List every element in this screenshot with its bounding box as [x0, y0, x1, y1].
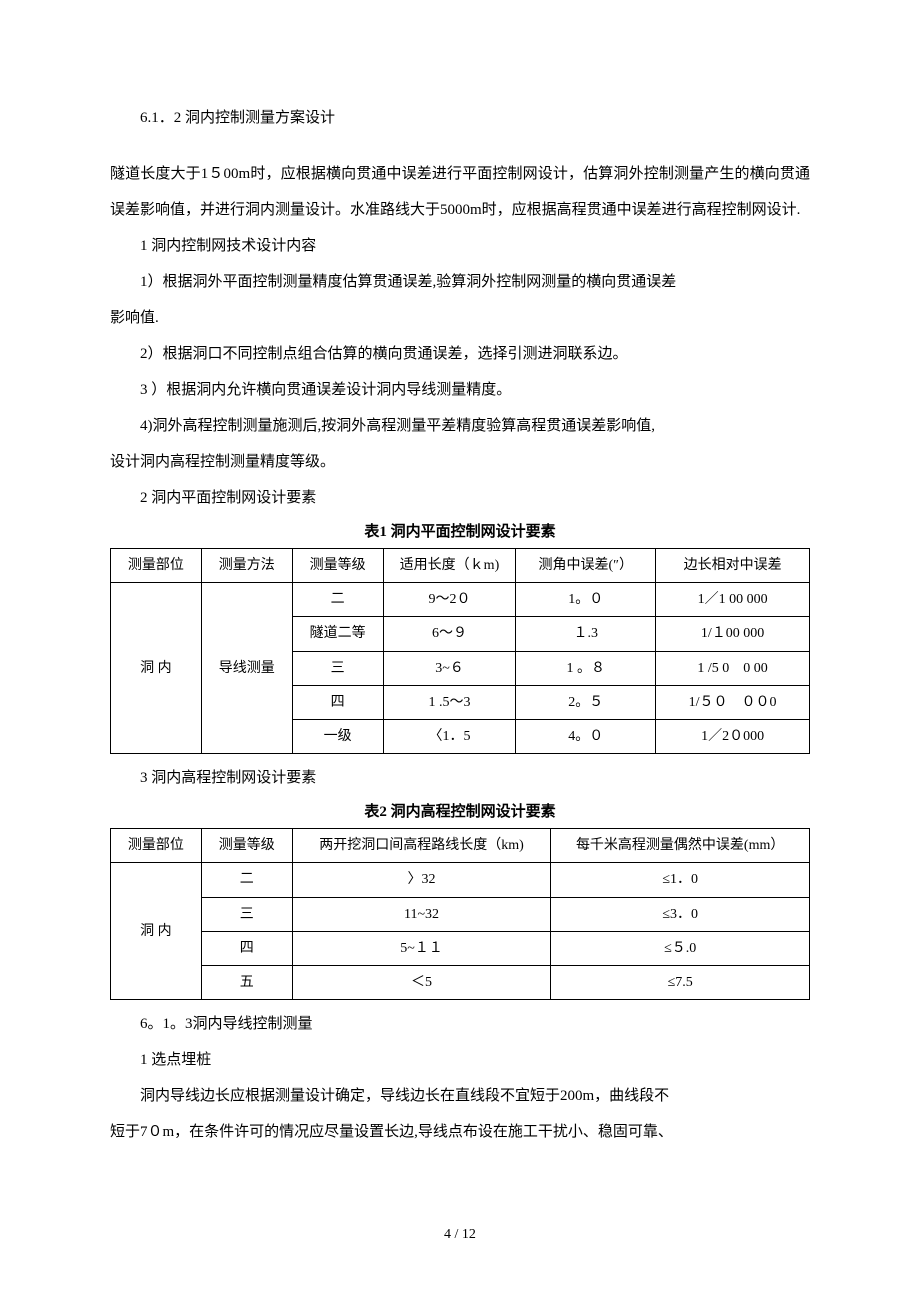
table-row: 测量部位 测量等级 两开挖洞口间高程路线长度（km) 每千米高程测量偶然中误差(… [111, 829, 810, 863]
table-header: 测量等级 [201, 829, 292, 863]
table-2: 测量部位 测量等级 两开挖洞口间高程路线长度（km) 每千米高程测量偶然中误差(… [110, 828, 810, 1000]
cell: 11~32 [292, 897, 551, 931]
table-row: 四 5~１１ ≤５.0 [111, 931, 810, 965]
table2-caption: 表2 洞内高程控制网设计要素 [110, 800, 810, 824]
cell: 1／2０000 [656, 719, 810, 753]
cell: 三 [201, 897, 292, 931]
table-row: 洞 内 导线测量 二 9～2０ 1。０ 1／1 00 000 [111, 583, 810, 617]
cell: 1。０ [516, 583, 656, 617]
item-2: 2 洞内平面控制网设计要素 [110, 480, 810, 516]
table-header: 测量方法 [201, 549, 292, 583]
table-header: 适用长度（ｋm) [383, 549, 516, 583]
cell: 四 [201, 931, 292, 965]
cell: 1 。８ [516, 651, 656, 685]
section-heading: 6.1．2 洞内控制测量方案设计 [110, 100, 810, 136]
item-1-4b: 设计洞内高程控制测量精度等级。 [110, 444, 810, 480]
item-1: 1 洞内控制网技术设计内容 [110, 228, 810, 264]
cell: 4。０ [516, 719, 656, 753]
cell: 5~１１ [292, 931, 551, 965]
table-row: 五 ＜5 ≤7.5 [111, 965, 810, 999]
cell: 一级 [292, 719, 383, 753]
cell: 四 [292, 685, 383, 719]
table-header: 每千米高程测量偶然中误差(mm） [551, 829, 810, 863]
cell: 6～９ [383, 617, 516, 651]
table-header: 边长相对中误差 [656, 549, 810, 583]
item-1-2: 2）根据洞口不同控制点组合估算的横向贯通误差，选择引测进洞联系边。 [110, 336, 810, 372]
section-6-1-3-1: 1 选点埋桩 [110, 1042, 810, 1078]
table1-caption: 表1 洞内平面控制网设计要素 [110, 520, 810, 544]
cell: 1 /5 0 0 00 [656, 651, 810, 685]
cell: 1/５０ ００0 [656, 685, 810, 719]
table-row: 测量部位 测量方法 测量等级 适用长度（ｋm) 测角中误差(″） 边长相对中误差 [111, 549, 810, 583]
cell: ≤7.5 [551, 965, 810, 999]
cell: ≤５.0 [551, 931, 810, 965]
cell: 〉32 [292, 863, 551, 897]
para-last-b: 短于7０m，在条件许可的情况应尽量设置长边,导线点布设在施工干扰小、稳固可靠、 [110, 1114, 810, 1150]
cell: 二 [292, 583, 383, 617]
cell: ≤3．0 [551, 897, 810, 931]
cell-location: 洞 内 [111, 863, 202, 1000]
item-3: 3 洞内高程控制网设计要素 [110, 760, 810, 796]
cell: 1/１00 000 [656, 617, 810, 651]
cell: 三 [292, 651, 383, 685]
cell: 2。５ [516, 685, 656, 719]
page-number: 4 / 12 [0, 1218, 920, 1252]
table-row: 三 11~32 ≤3．0 [111, 897, 810, 931]
paragraph-intro: 隧道长度大于1５00m时，应根据横向贯通中误差进行平面控制网设计，估算洞外控制测… [110, 156, 810, 228]
cell: 五 [201, 965, 292, 999]
cell: 3~６ [383, 651, 516, 685]
cell: 隧道二等 [292, 617, 383, 651]
item-1-1b: 影响值. [110, 300, 810, 336]
table-header: 两开挖洞口间高程路线长度（km) [292, 829, 551, 863]
cell: １.3 [516, 617, 656, 651]
cell-location: 洞 内 [111, 583, 202, 754]
section-6-1-3: 6。1。3洞内导线控制测量 [110, 1006, 810, 1042]
item-1-3: 3 ）根据洞内允许横向贯通误差设计洞内导线测量精度。 [110, 372, 810, 408]
cell: ≤1．0 [551, 863, 810, 897]
table-header: 测角中误差(″） [516, 549, 656, 583]
cell: 9～2０ [383, 583, 516, 617]
item-1-1a: 1）根据洞外平面控制测量精度估算贯通误差,验算洞外控制网测量的横向贯通误差 [110, 264, 810, 300]
table-header: 测量等级 [292, 549, 383, 583]
cell: 二 [201, 863, 292, 897]
table-row: 洞 内 二 〉32 ≤1．0 [111, 863, 810, 897]
table-1: 测量部位 测量方法 测量等级 适用长度（ｋm) 测角中误差(″） 边长相对中误差… [110, 548, 810, 754]
table-header: 测量部位 [111, 549, 202, 583]
cell-method: 导线测量 [201, 583, 292, 754]
para-last-a: 洞内导线边长应根据测量设计确定，导线边长在直线段不宜短于200m，曲线段不 [110, 1078, 810, 1114]
cell: 1／1 00 000 [656, 583, 810, 617]
cell: 〈1．5 [383, 719, 516, 753]
item-1-4a: 4)洞外高程控制测量施测后,按洞外高程测量平差精度验算高程贯通误差影响值, [110, 408, 810, 444]
cell: ＜5 [292, 965, 551, 999]
table-header: 测量部位 [111, 829, 202, 863]
cell: 1 .5～3 [383, 685, 516, 719]
